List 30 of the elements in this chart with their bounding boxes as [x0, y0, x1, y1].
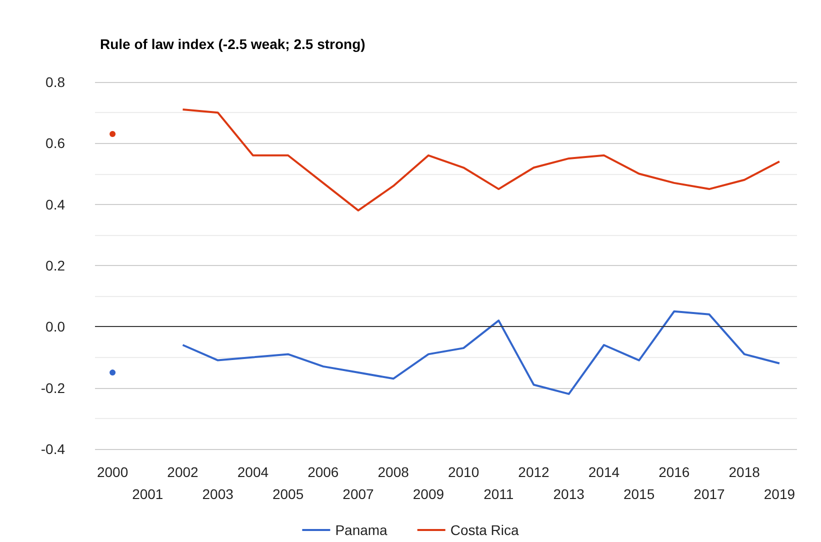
- x-tick-label: 2000: [96, 464, 128, 480]
- x-tick-label: 2013: [553, 486, 585, 502]
- legend-label: Panama: [335, 522, 388, 538]
- x-tick-label: 2012: [518, 464, 550, 480]
- x-tick-label: 2003: [202, 486, 234, 502]
- x-tick-label: 2010: [448, 464, 480, 480]
- x-tick-label: 2007: [342, 486, 374, 502]
- x-tick-label: 2005: [272, 486, 304, 502]
- y-tick-label: 0.8: [46, 74, 66, 90]
- x-tick-label: 2016: [658, 464, 690, 480]
- x-tick-label: 2015: [623, 486, 655, 502]
- x-tick-label: 2006: [308, 464, 339, 480]
- y-tick-label: -0.2: [40, 380, 66, 396]
- y-tick-label: 0.4: [46, 196, 66, 212]
- y-tick-label: 0.0: [46, 318, 66, 335]
- y-tick-label: -0.4: [40, 441, 66, 457]
- y-tick-label: 0.2: [46, 258, 66, 274]
- x-tick-label: 2017: [694, 486, 726, 502]
- x-tick-label: 2011: [484, 486, 514, 502]
- x-tick-label: 2019: [764, 486, 796, 502]
- x-tick-label: 2001: [132, 486, 164, 502]
- x-tick-label: 2002: [167, 464, 199, 480]
- chart-title: Rule of law index (-2.5 weak; 2.5 strong): [100, 36, 366, 52]
- x-tick-label: 2004: [237, 464, 269, 480]
- x-tick-label: 2009: [412, 486, 444, 502]
- legend-label: Costa Rica: [450, 522, 520, 538]
- x-tick-label: 2014: [588, 464, 620, 480]
- x-tick-label: 2008: [378, 464, 410, 480]
- y-tick-label: 0.6: [46, 135, 66, 152]
- x-tick-label: 2018: [728, 464, 760, 480]
